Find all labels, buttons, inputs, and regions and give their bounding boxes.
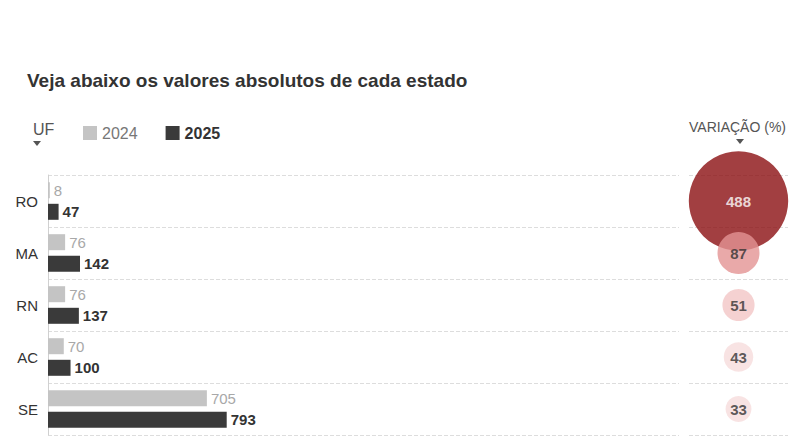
svg-text:70: 70	[68, 338, 85, 355]
svg-text:AC: AC	[17, 349, 38, 366]
svg-text:RO: RO	[16, 193, 39, 210]
svg-text:705: 705	[211, 390, 236, 407]
svg-text:137: 137	[83, 307, 108, 324]
svg-text:MA: MA	[16, 245, 39, 262]
svg-text:100: 100	[75, 359, 100, 376]
svg-text:33: 33	[730, 401, 747, 418]
svg-text:2024: 2024	[102, 125, 138, 142]
svg-text:47: 47	[63, 203, 80, 220]
svg-text:87: 87	[730, 245, 747, 262]
svg-text:142: 142	[84, 255, 109, 272]
svg-text:793: 793	[231, 411, 256, 428]
svg-text:76: 76	[69, 234, 86, 251]
svg-text:RN: RN	[16, 297, 38, 314]
svg-text:51: 51	[730, 297, 747, 314]
svg-text:76: 76	[69, 286, 86, 303]
svg-text:Veja abaixo os valores absolut: Veja abaixo os valores absolutos de cada…	[27, 70, 467, 91]
svg-text:2025: 2025	[185, 125, 221, 142]
svg-text:8: 8	[54, 182, 62, 199]
svg-text:UF: UF	[33, 121, 55, 138]
svg-text:43: 43	[730, 349, 747, 366]
svg-text:488: 488	[726, 193, 751, 210]
svg-text:SE: SE	[18, 401, 38, 418]
svg-text:VARIAÇÃO (%): VARIAÇÃO (%)	[689, 119, 786, 135]
